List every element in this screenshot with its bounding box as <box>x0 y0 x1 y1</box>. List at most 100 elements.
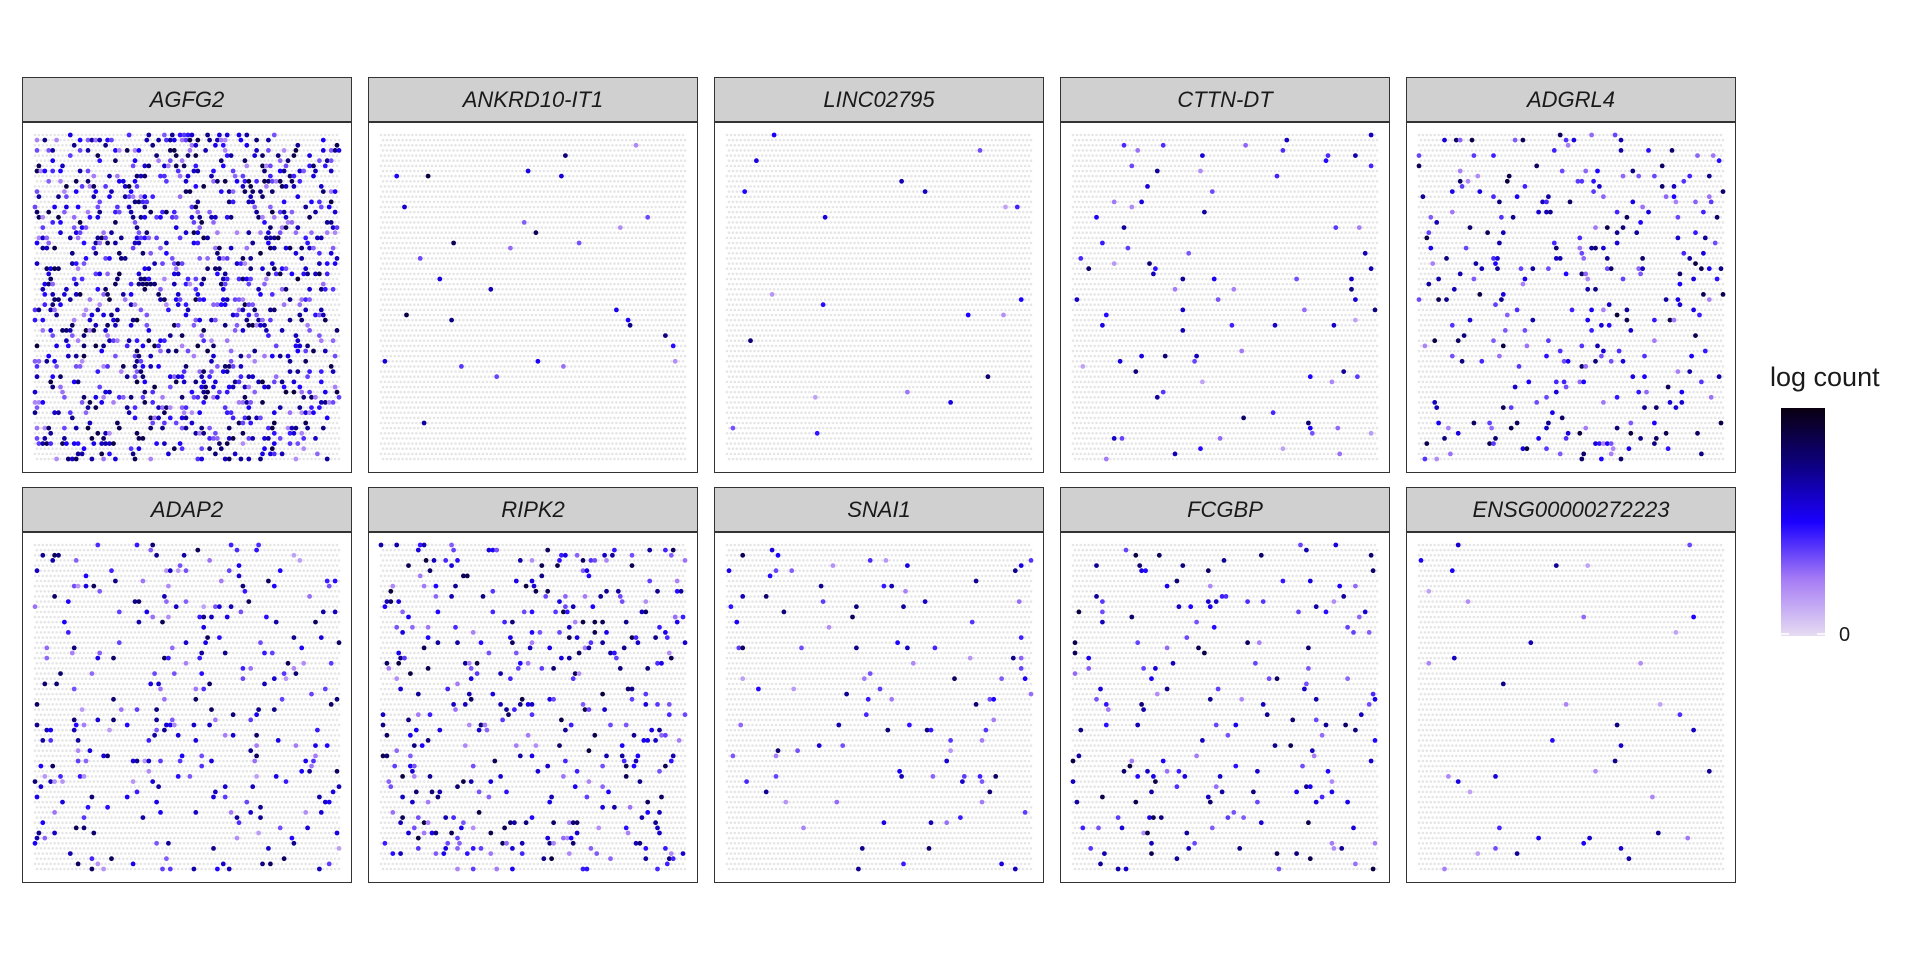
background-spot <box>180 180 184 183</box>
background-spot <box>98 293 101 296</box>
background-spot <box>92 370 96 373</box>
background-spot <box>92 154 96 157</box>
background-spot <box>180 149 184 152</box>
expressed-spot <box>222 322 228 328</box>
background-spot <box>112 246 115 250</box>
expressed-spot <box>256 379 261 385</box>
background-spot <box>192 375 196 378</box>
background-spot <box>318 426 321 430</box>
background-spot <box>133 385 137 389</box>
expressed-spot <box>277 230 283 236</box>
background-spot <box>155 308 158 312</box>
expressed-spot <box>309 230 314 236</box>
background-spot <box>196 406 200 409</box>
background-spot <box>300 380 304 384</box>
expressed-spot <box>142 173 148 179</box>
expressed-spot <box>248 184 254 189</box>
background-spot <box>118 406 121 409</box>
expressed-spot <box>201 338 207 344</box>
background-spot <box>280 154 284 157</box>
background-spot <box>225 288 229 291</box>
background-spot <box>129 334 133 337</box>
background-spot <box>129 169 133 173</box>
background-spot <box>141 457 145 461</box>
background-spot <box>35 200 39 204</box>
background-spot <box>318 385 321 389</box>
background-spot <box>225 174 229 178</box>
background-spot <box>314 416 317 420</box>
background-spot <box>284 257 288 260</box>
background-spot <box>257 390 260 394</box>
background-spot <box>122 457 125 461</box>
expressed-spot <box>250 302 256 308</box>
background-spot <box>298 272 302 276</box>
background-spot <box>257 164 260 168</box>
background-spot <box>253 133 256 137</box>
background-spot <box>274 447 278 451</box>
expressed-spot <box>44 358 50 364</box>
expressed-spot <box>166 307 171 313</box>
background-spot <box>243 272 247 276</box>
background-spot <box>116 133 119 137</box>
background-spot <box>125 334 129 337</box>
background-spot <box>210 298 213 301</box>
background-spot <box>292 257 296 260</box>
expressed-spot <box>65 456 71 462</box>
background-spot <box>329 313 333 317</box>
background-spot <box>104 360 107 363</box>
background-spot <box>325 313 329 317</box>
expressed-spot <box>199 425 205 431</box>
expressed-spot <box>258 250 263 256</box>
background-spot <box>225 360 229 363</box>
background-spot <box>141 159 145 162</box>
background-spot <box>265 318 268 322</box>
background-spot <box>174 277 178 281</box>
background-spot <box>253 195 256 198</box>
background-spot <box>194 246 198 250</box>
background-spot <box>302 282 306 286</box>
background-spot <box>220 385 223 389</box>
background-spot <box>273 349 276 353</box>
background-spot <box>274 210 278 214</box>
background-spot <box>259 138 262 142</box>
expressed-spot <box>144 230 150 236</box>
background-spot <box>188 396 192 399</box>
background-spot <box>153 200 156 204</box>
background-spot <box>69 257 72 260</box>
background-spot <box>276 257 280 260</box>
expressed-spot <box>136 240 142 246</box>
expressed-spot <box>124 374 130 380</box>
background-spot <box>276 349 280 353</box>
background-spot <box>190 339 194 342</box>
background-spot <box>153 231 156 234</box>
expressed-spot <box>185 348 191 354</box>
background-spot <box>123 205 127 209</box>
background-spot <box>331 390 335 394</box>
background-spot <box>116 288 119 291</box>
background-spot <box>208 457 211 461</box>
expressed-spot <box>226 199 232 205</box>
background-spot <box>112 370 115 373</box>
background-spot <box>84 421 88 425</box>
background-spot <box>110 365 113 368</box>
background-spot <box>118 354 121 358</box>
expressed-spot <box>91 441 97 446</box>
expressed-spot <box>126 338 132 344</box>
background-spot <box>96 360 100 363</box>
background-spot <box>306 221 309 224</box>
background-spot <box>129 437 133 440</box>
background-spot <box>265 432 268 435</box>
expressed-spot <box>144 312 150 318</box>
expressed-spot <box>332 353 338 359</box>
background-spot <box>233 308 237 312</box>
background-spot <box>208 169 211 173</box>
background-spot <box>157 190 160 193</box>
background-spot <box>57 174 60 178</box>
background-spot <box>196 334 200 337</box>
background-spot <box>63 385 66 389</box>
expressed-spot <box>175 292 181 297</box>
expressed-spot <box>230 189 236 194</box>
expressed-spot <box>226 436 232 441</box>
expressed-spot <box>258 189 263 194</box>
expressed-spot <box>132 220 138 225</box>
